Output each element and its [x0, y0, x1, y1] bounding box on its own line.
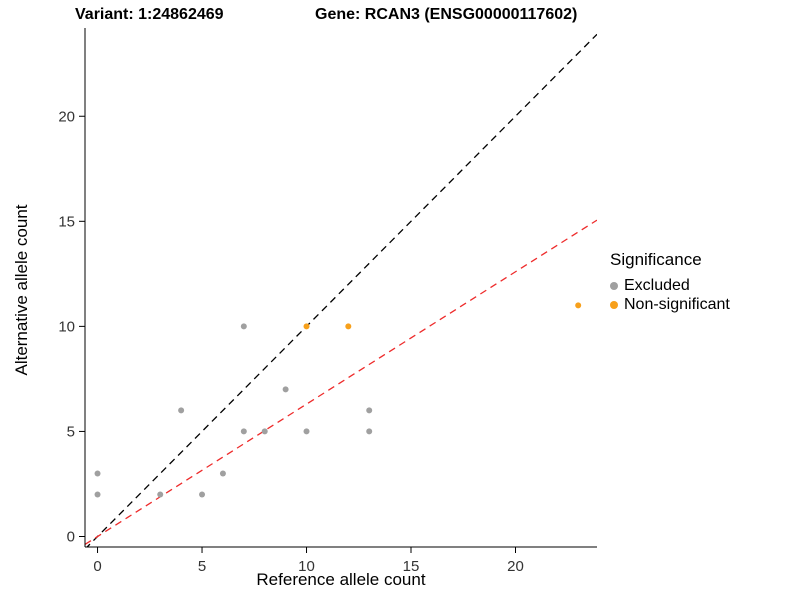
x-tick-label: 0 — [93, 558, 101, 575]
y-tick-label: 10 — [58, 318, 75, 335]
y-tick-label: 20 — [58, 108, 75, 125]
legend-item-label: Excluded — [624, 277, 690, 294]
data-point-excluded — [94, 491, 101, 498]
data-point-excluded — [303, 428, 310, 435]
data-point-non-significant — [345, 323, 352, 330]
ref-lines — [85, 33, 597, 547]
x-tick-label: 20 — [507, 558, 524, 575]
data-point-excluded — [366, 407, 373, 414]
expected-ratio-line — [85, 219, 597, 545]
data-point-excluded — [219, 470, 226, 477]
data-point-excluded — [261, 428, 268, 435]
data-point-excluded — [240, 428, 247, 435]
y-axis-label: Alternative allele count — [12, 204, 31, 376]
legend-title: Significance — [610, 250, 702, 269]
data-point-non-significant — [575, 302, 582, 309]
data-point-excluded — [240, 323, 247, 330]
y-tick-label: 5 — [67, 423, 75, 440]
gene-title: Gene: RCAN3 (ENSG00000117602) — [315, 6, 578, 23]
identity-line — [86, 33, 597, 547]
data-point-excluded — [157, 491, 164, 498]
x-tick-label: 10 — [298, 558, 315, 575]
data-point-excluded — [94, 470, 101, 477]
legend-item-excluded: Excluded — [610, 276, 730, 295]
data-point-excluded — [366, 428, 373, 435]
excluded-dot-icon — [610, 281, 618, 290]
x-tick-label: 5 — [198, 558, 206, 575]
x-axis-label: Reference allele count — [256, 570, 426, 589]
data-point-excluded — [282, 386, 289, 393]
data-point-excluded — [178, 407, 185, 414]
x-tick-label: 15 — [403, 558, 420, 575]
y-tick-label: 0 — [67, 528, 75, 545]
legend: Significance Excluded Non-significant — [610, 250, 730, 314]
data-point-non-significant — [303, 323, 310, 330]
legend-item-non-significant: Non-significant — [610, 295, 730, 314]
variant-title: Variant: 1:24862469 — [75, 6, 224, 23]
non-significant-dot-icon — [610, 300, 618, 309]
data-point-excluded — [199, 491, 206, 498]
y-tick-label: 15 — [58, 213, 75, 230]
legend-item-label: Non-significant — [624, 296, 730, 313]
